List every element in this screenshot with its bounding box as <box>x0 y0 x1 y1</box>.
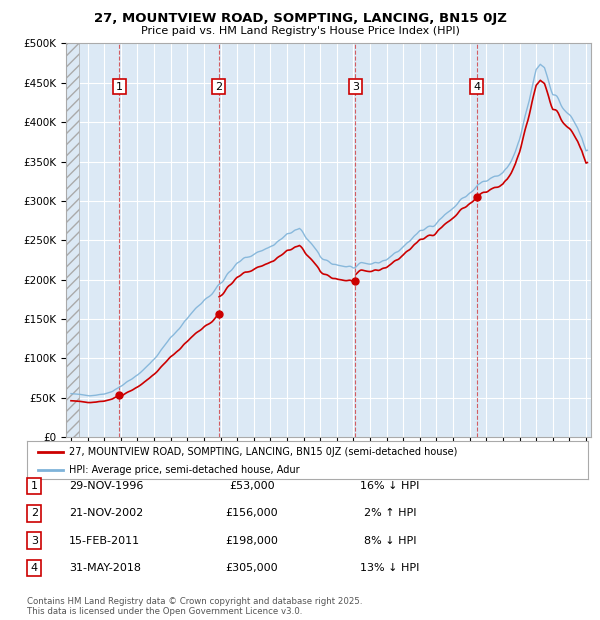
Text: 3: 3 <box>31 536 38 546</box>
Bar <box>66 43 79 437</box>
Text: 3: 3 <box>352 82 359 92</box>
Text: 29-NOV-1996: 29-NOV-1996 <box>69 481 143 491</box>
Text: £305,000: £305,000 <box>226 563 278 573</box>
Text: 1: 1 <box>31 481 38 491</box>
Text: 15-FEB-2011: 15-FEB-2011 <box>69 536 140 546</box>
Text: 21-NOV-2002: 21-NOV-2002 <box>69 508 143 518</box>
Text: Price paid vs. HM Land Registry's House Price Index (HPI): Price paid vs. HM Land Registry's House … <box>140 26 460 36</box>
Text: 1: 1 <box>116 82 123 92</box>
Text: £198,000: £198,000 <box>226 536 278 546</box>
Text: 2: 2 <box>31 508 38 518</box>
Text: 13% ↓ HPI: 13% ↓ HPI <box>361 563 419 573</box>
Text: 31-MAY-2018: 31-MAY-2018 <box>69 563 141 573</box>
Text: 4: 4 <box>31 563 38 573</box>
Text: HPI: Average price, semi-detached house, Adur: HPI: Average price, semi-detached house,… <box>69 466 300 476</box>
Text: 2% ↑ HPI: 2% ↑ HPI <box>364 508 416 518</box>
Text: 2: 2 <box>215 82 222 92</box>
Text: £156,000: £156,000 <box>226 508 278 518</box>
Text: 16% ↓ HPI: 16% ↓ HPI <box>361 481 419 491</box>
Text: 27, MOUNTVIEW ROAD, SOMPTING, LANCING, BN15 0JZ (semi-detached house): 27, MOUNTVIEW ROAD, SOMPTING, LANCING, B… <box>69 447 457 457</box>
Text: £53,000: £53,000 <box>229 481 275 491</box>
Text: 8% ↓ HPI: 8% ↓ HPI <box>364 536 416 546</box>
Text: 27, MOUNTVIEW ROAD, SOMPTING, LANCING, BN15 0JZ: 27, MOUNTVIEW ROAD, SOMPTING, LANCING, B… <box>94 12 506 25</box>
Text: 4: 4 <box>473 82 480 92</box>
Text: Contains HM Land Registry data © Crown copyright and database right 2025.
This d: Contains HM Land Registry data © Crown c… <box>27 597 362 616</box>
